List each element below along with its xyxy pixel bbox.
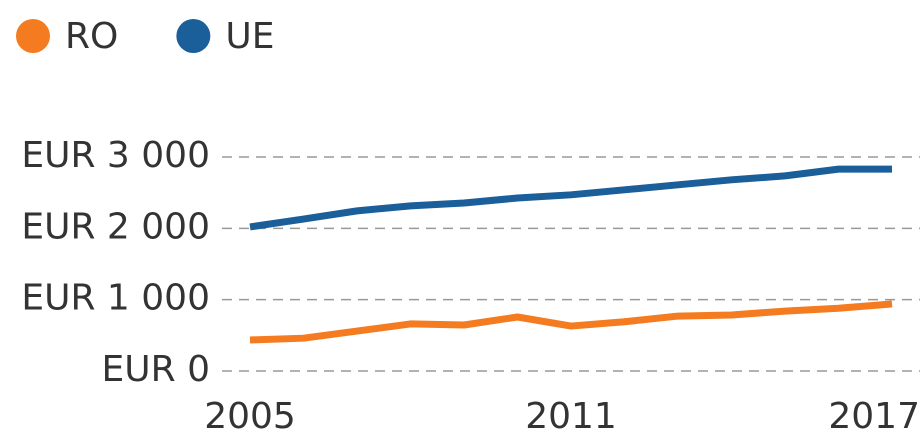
y-tick-label: EUR 2 000	[21, 206, 210, 247]
legend-swatch	[176, 19, 211, 53]
x-tick-label: 2005	[204, 396, 296, 436]
legend-label: RO	[65, 16, 118, 57]
y-tick-label: EUR 0	[102, 349, 210, 390]
legend-swatch	[16, 19, 50, 53]
series-line	[249, 165, 892, 231]
y-tick-label: EUR 1 000	[21, 278, 210, 319]
legend-label: UE	[225, 16, 274, 57]
x-tick-label: 2017	[828, 396, 920, 436]
y-tick-label: EUR 3 000	[21, 135, 210, 176]
x-tick-label: 2011	[525, 396, 617, 436]
series-line	[249, 300, 893, 344]
